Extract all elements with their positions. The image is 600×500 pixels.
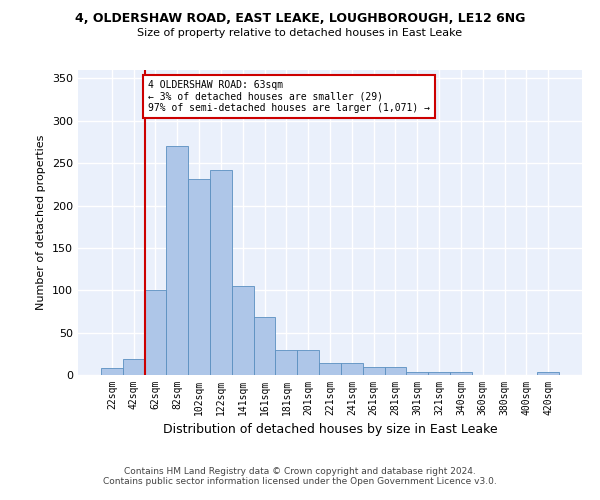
Bar — [254, 318, 275, 375]
Bar — [319, 363, 341, 375]
Bar — [450, 372, 472, 375]
Bar — [341, 363, 363, 375]
Bar — [210, 170, 232, 375]
Text: Contains HM Land Registry data © Crown copyright and database right 2024.: Contains HM Land Registry data © Crown c… — [124, 467, 476, 476]
Text: Contains public sector information licensed under the Open Government Licence v3: Contains public sector information licen… — [103, 477, 497, 486]
Bar — [428, 372, 450, 375]
Bar — [166, 146, 188, 375]
Text: 4, OLDERSHAW ROAD, EAST LEAKE, LOUGHBOROUGH, LE12 6NG: 4, OLDERSHAW ROAD, EAST LEAKE, LOUGHBORO… — [75, 12, 525, 26]
X-axis label: Distribution of detached houses by size in East Leake: Distribution of detached houses by size … — [163, 424, 497, 436]
Bar — [123, 359, 145, 375]
Text: Size of property relative to detached houses in East Leake: Size of property relative to detached ho… — [137, 28, 463, 38]
Bar — [406, 372, 428, 375]
Bar — [101, 368, 123, 375]
Bar — [297, 350, 319, 375]
Bar — [385, 366, 406, 375]
Y-axis label: Number of detached properties: Number of detached properties — [37, 135, 46, 310]
Bar — [145, 290, 166, 375]
Bar — [537, 372, 559, 375]
Bar — [275, 350, 297, 375]
Bar — [232, 286, 254, 375]
Text: 4 OLDERSHAW ROAD: 63sqm
← 3% of detached houses are smaller (29)
97% of semi-det: 4 OLDERSHAW ROAD: 63sqm ← 3% of detached… — [148, 80, 430, 114]
Bar — [188, 180, 210, 375]
Bar — [363, 366, 385, 375]
